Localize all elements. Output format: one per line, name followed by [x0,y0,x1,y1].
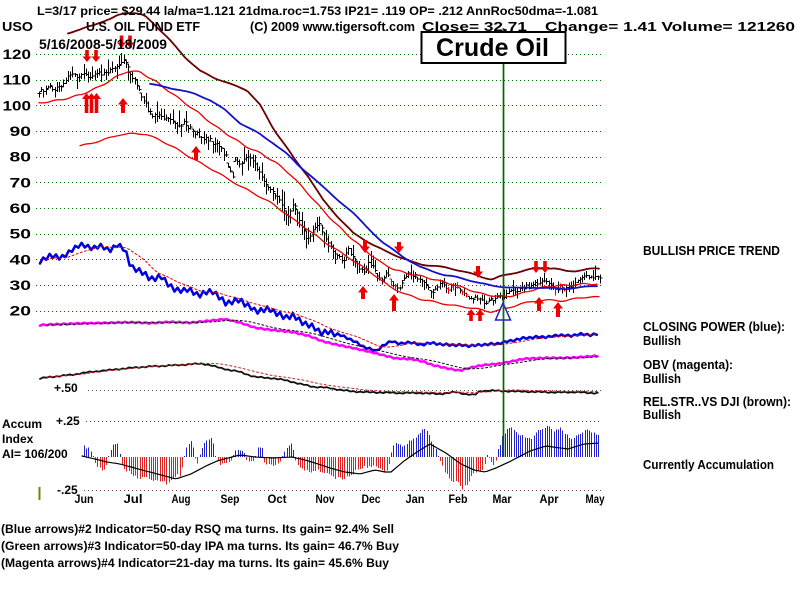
svg-text:Bullish: Bullish [643,333,681,348]
svg-text:USO: USO [2,19,33,34]
svg-text:AI= 106/200: AI= 106/200 [2,447,68,461]
svg-text:+.25: +.25 [56,414,80,428]
svg-text:U.S. OIL FUND ETF: U.S. OIL FUND ETF [86,19,200,34]
svg-text:Currently Accumulation: Currently Accumulation [643,457,774,472]
svg-text:Crude Oil: Crude Oil [436,34,549,62]
svg-text:5/16/2008-5/18/2009: 5/16/2008-5/18/2009 [39,36,167,52]
svg-text:40: 40 [10,251,32,267]
svg-text:110: 110 [3,72,32,88]
svg-text:Close= 32.71: Close= 32.71 [422,19,527,34]
svg-text:(Blue arrows)#2 Indicator=50-d: (Blue arrows)#2 Indicator=50-day RSQ ma … [1,522,394,536]
svg-text:80: 80 [10,149,32,165]
svg-text:Jan: Jan [406,492,425,506]
svg-text:-.25: -.25 [57,483,78,497]
svg-text:(Magenta arrows)#4 Indicator=2: (Magenta arrows)#4 Indicator=21-day ma t… [1,556,389,570]
svg-text:60: 60 [10,200,32,216]
svg-text:100: 100 [3,97,32,113]
svg-text:(C) 2009 www.tigersoft.com: (C) 2009 www.tigersoft.com [250,19,415,34]
svg-text:BULLISH PRICE TREND: BULLISH PRICE TREND [643,243,780,258]
svg-text:120: 120 [3,46,32,62]
svg-text:REL.STR..VS DJI (brown):: REL.STR..VS DJI (brown): [643,394,791,409]
svg-text:Change= 1.41 Volume= 121260: Change= 1.41 Volume= 121260 [545,19,795,34]
svg-text:+.50: +.50 [54,381,78,395]
svg-text:(Green arrows)#3 Indicator=50-: (Green arrows)#3 Indicator=50-day IPA ma… [1,539,399,553]
svg-text:Accum: Accum [2,417,42,431]
svg-text:50: 50 [10,226,32,242]
svg-text:Dec: Dec [362,492,381,506]
svg-text:OBV (magenta):: OBV (magenta): [643,357,733,372]
svg-text:Aug: Aug [172,492,191,506]
svg-text:Nov: Nov [316,492,335,506]
svg-text:Index: Index [2,432,34,446]
svg-text:Oct: Oct [268,492,287,506]
svg-text:Jul: Jul [124,492,143,506]
svg-text:CLOSING POWER (blue):: CLOSING POWER (blue): [643,319,785,334]
svg-text:Bullish: Bullish [643,407,681,422]
svg-text:Bullish: Bullish [643,371,681,386]
svg-text:30: 30 [10,277,32,293]
svg-text:20: 20 [10,303,32,319]
svg-text:Jun: Jun [75,492,94,506]
svg-text:90: 90 [10,123,32,139]
svg-text:70: 70 [10,174,32,190]
svg-text:Sep: Sep [221,492,240,506]
svg-text:May: May [586,492,605,506]
svg-text:L=3/17 price= $29.44 la/ma=1: L=3/17 price= $29.44 la/ma=1.121 21dma.r… [37,4,598,18]
svg-text:Feb: Feb [449,492,468,506]
svg-text:Apr: Apr [540,492,559,506]
svg-text:Mar: Mar [493,492,512,506]
